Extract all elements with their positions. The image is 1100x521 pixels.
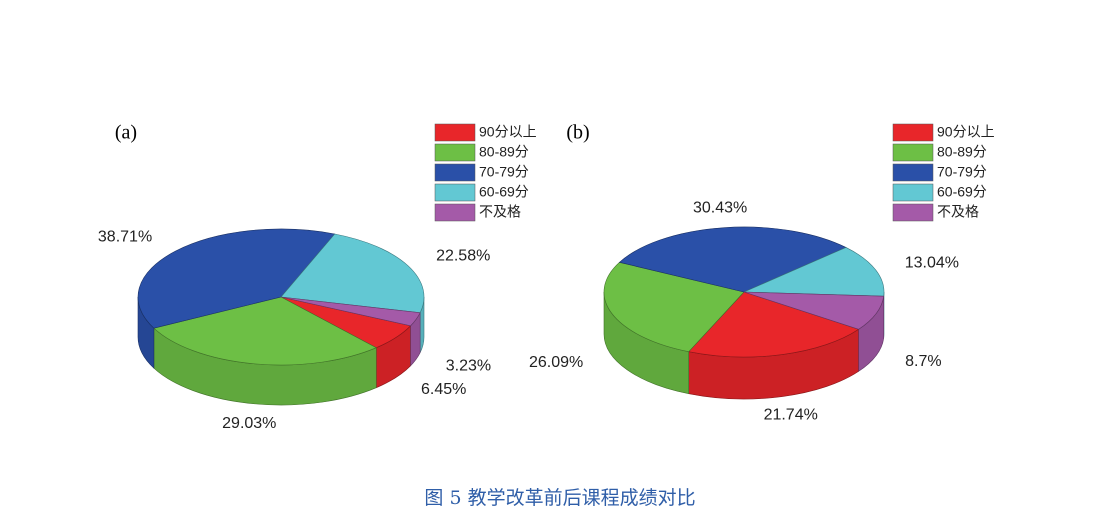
slice (743, 291, 885, 330)
slice (618, 226, 847, 293)
value-label: 8.7% (905, 353, 941, 370)
value-label: 21.74% (764, 406, 818, 423)
value-label: 30.43% (693, 200, 747, 217)
chart-title: (a) (115, 122, 137, 144)
slice (688, 291, 860, 358)
slice (153, 296, 377, 366)
legend-swatch (434, 183, 476, 202)
legend-label: 60-69分 (937, 184, 987, 200)
legend-label: 不及格 (937, 204, 979, 220)
legend-swatch (892, 143, 934, 162)
legend-swatch (434, 123, 476, 142)
legend-label: 80-89分 (937, 144, 987, 160)
legend-label: 80-89分 (479, 144, 529, 160)
legend-swatch (434, 143, 476, 162)
value-label: 26.09% (529, 354, 583, 371)
value-label: 3.23% (446, 357, 491, 374)
value-label: 22.58% (436, 248, 490, 265)
legend-label: 90分以上 (479, 124, 537, 140)
legend-label: 60-69分 (479, 184, 529, 200)
legend-swatch (892, 163, 934, 182)
legend-swatch (434, 163, 476, 182)
caption: 图 5 教学改革前后课程成绩对比 (424, 487, 695, 509)
slice (280, 296, 421, 327)
legend-label: 70-79分 (479, 164, 529, 180)
slice (743, 247, 885, 297)
legend-swatch (434, 203, 476, 222)
value-label: 38.71% (98, 229, 152, 246)
chart-title: (b) (566, 122, 589, 144)
slice (280, 233, 425, 314)
legend-label: 70-79分 (937, 164, 987, 180)
value-label: 6.45% (421, 381, 466, 398)
legend-swatch (892, 203, 934, 222)
legend-swatch (892, 183, 934, 202)
legend-label: 不及格 (479, 204, 521, 220)
value-label: 29.03% (222, 415, 276, 432)
legend-label: 90分以上 (937, 124, 995, 140)
slice (603, 261, 745, 353)
value-label: 13.04% (905, 255, 959, 272)
legend-swatch (892, 123, 934, 142)
slice (137, 228, 336, 329)
